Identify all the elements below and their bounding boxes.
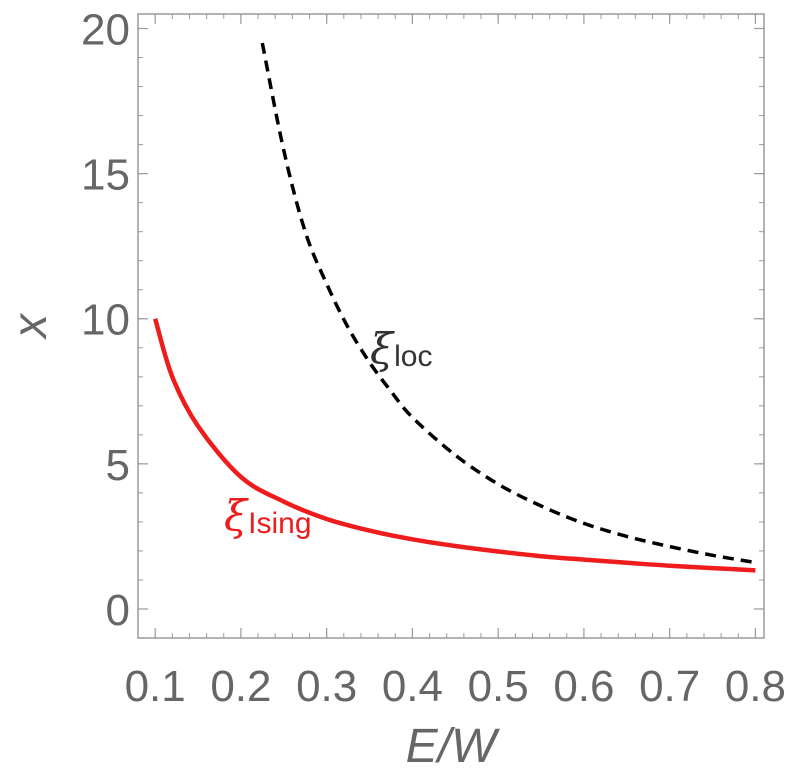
x-tick-label: 0.2 <box>210 662 271 711</box>
x-tick-label: 0.1 <box>125 662 186 711</box>
x-tick-label: 0.3 <box>296 662 357 711</box>
series-layer <box>153 42 756 573</box>
x-tick-label: 0.4 <box>382 662 443 711</box>
y-tick-label: 0 <box>106 586 130 635</box>
xi-ising-curve <box>153 318 756 573</box>
y-tick-label: 15 <box>81 151 130 200</box>
y-tick-label: 5 <box>106 441 130 490</box>
ticks-layer: 0.1 0.2 0.3 0.4 0.5 0.6 0.7 0.8 0 5 10 15 20 <box>81 6 786 711</box>
x-tick-label: 0.8 <box>725 662 786 711</box>
xi-loc-curve <box>260 42 756 565</box>
labels-layer: ξIsing ξloc <box>224 324 433 540</box>
y-tick-label: 20 <box>81 6 130 55</box>
y-axis-title: x <box>4 312 57 340</box>
plot-frame <box>137 13 765 639</box>
x-axis-title: E/W <box>406 720 501 773</box>
xi-ising-label: ξIsing <box>224 491 312 540</box>
x-tick-label: 0.6 <box>553 662 614 711</box>
x-tick-label: 0.5 <box>468 662 529 711</box>
x-tick-label: 0.7 <box>639 662 700 711</box>
y-tick-label: 10 <box>81 296 130 345</box>
xi-loc-label: ξloc <box>370 324 433 373</box>
